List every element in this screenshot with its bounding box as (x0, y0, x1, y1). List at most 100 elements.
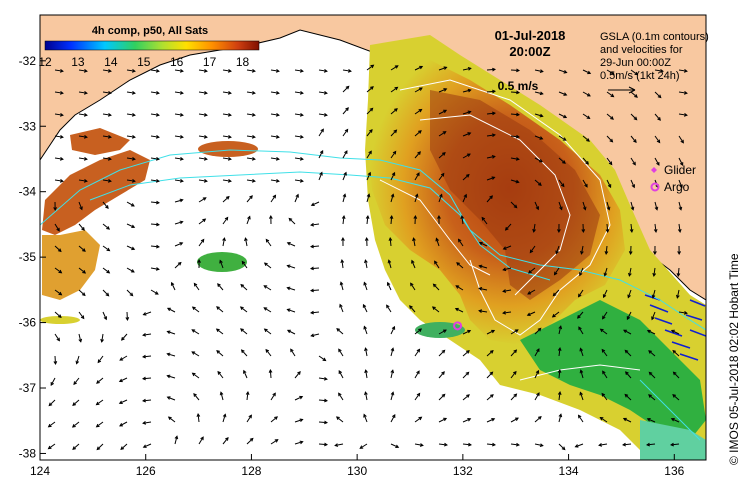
velocity-arrow (534, 91, 543, 95)
velocity-arrow (534, 69, 543, 73)
velocity-arrowhead (634, 71, 639, 76)
velocity-arrowhead (386, 281, 391, 286)
velocity-arrowhead (286, 308, 291, 312)
velocity-arrowhead (434, 260, 438, 265)
velocity-arrowhead (97, 359, 102, 364)
velocity-arrowhead (576, 314, 581, 319)
velocity-arrow (552, 311, 560, 318)
velocity-arrow (389, 237, 392, 247)
velocity-arrow (54, 91, 63, 94)
velocity-arrowhead (200, 436, 204, 441)
velocity-arrowhead (394, 86, 399, 91)
velocity-arrowhead (216, 306, 220, 310)
velocity-arrow (678, 311, 687, 314)
velocity-arrowhead (249, 195, 253, 199)
velocity-arrowhead (154, 291, 159, 295)
velocity-arrow (503, 267, 512, 271)
velocity-arrow (510, 417, 519, 423)
velocity-arrow (270, 195, 276, 203)
velocity-arrow (503, 311, 512, 314)
velocity-arrow (270, 392, 276, 401)
velocity-arrowhead (155, 244, 160, 249)
velocity-arrow (624, 350, 632, 357)
velocity-arrow (318, 421, 328, 424)
velocity-arrow (294, 396, 303, 401)
velocity-arrow (601, 349, 608, 357)
velocity-arrow (126, 201, 135, 207)
velocity-arrowhead (607, 184, 612, 189)
velocity-arrow (527, 311, 536, 316)
velocity-arrow (342, 150, 348, 159)
velocity-arrow (217, 283, 224, 291)
velocity-arrow (654, 135, 661, 143)
velocity-arrow (246, 415, 252, 423)
velocity-arrowhead (412, 237, 416, 242)
velocity-arrow (342, 129, 349, 137)
velocity-arrowhead (624, 371, 629, 376)
velocity-arrow (294, 135, 303, 138)
velocity-arrow (582, 157, 589, 165)
velocity-arrowhead (537, 327, 542, 332)
velocity-arrow (150, 289, 159, 295)
velocity-arrow (534, 201, 539, 210)
velocity-arrowhead (339, 281, 344, 286)
velocity-arrowhead (551, 313, 556, 318)
velocity-arrow (411, 260, 416, 269)
velocity-arrow (126, 91, 135, 94)
velocity-arrow (287, 329, 296, 335)
velocity-arrow (388, 260, 392, 269)
velocity-arrowhead (83, 178, 88, 183)
velocity-arrowhead (467, 329, 472, 334)
velocity-arrow (580, 348, 584, 357)
velocity-arrowhead (390, 347, 395, 352)
velocity-arrowhead (83, 68, 88, 73)
velocity-arrow (73, 377, 80, 385)
velocity-arrow (240, 284, 248, 291)
velocity-arrow (558, 157, 566, 164)
velocity-arrowhead (478, 264, 483, 269)
velocity-arrow (578, 415, 584, 423)
sst-hot-core (430, 90, 600, 300)
velocity-arrowhead (299, 178, 304, 183)
velocity-arrow (606, 113, 614, 120)
velocity-arrow (265, 239, 272, 247)
velocity-arrowhead (560, 183, 565, 188)
velocity-arrow (510, 329, 519, 335)
velocity-arrowhead (467, 66, 472, 71)
velocity-arrow (198, 179, 207, 182)
velocity-arrowhead (466, 394, 470, 398)
velocity-arrow (555, 245, 560, 254)
velocity-arrowhead (155, 156, 160, 161)
velocity-arrow (54, 245, 62, 252)
velocity-arrowhead (142, 312, 147, 316)
velocity-arrowhead (335, 416, 340, 420)
velocity-arrowhead (580, 250, 584, 255)
velocity-arrow (390, 194, 394, 203)
velocity-arrowhead (96, 446, 101, 451)
velocity-arrow (246, 113, 255, 116)
velocity-arrow (222, 437, 229, 445)
velocity-arrow (606, 69, 615, 75)
velocity-arrowhead (527, 291, 532, 295)
velocity-arrowhead (341, 236, 345, 241)
velocity-arrowhead (633, 139, 637, 144)
velocity-arrowhead (478, 287, 483, 291)
velocity-arrow (222, 179, 231, 182)
velocity-arrow (143, 311, 152, 316)
y-tick-label: -36 (19, 316, 37, 330)
velocity-arrow (510, 201, 518, 208)
velocity-arrowhead (478, 309, 483, 313)
date-label: 01-Jul-2018 (495, 28, 566, 43)
velocity-arrowhead (322, 357, 327, 362)
velocity-arrowhead (142, 354, 147, 359)
velocity-arrowhead (105, 292, 110, 297)
velocity-arrowhead (577, 293, 582, 298)
velocity-arrow (198, 113, 207, 116)
velocity-arrow (582, 201, 586, 210)
velocity-arrow (503, 245, 512, 250)
velocity-arrowhead (646, 442, 651, 447)
velocity-arrowhead (249, 437, 254, 442)
velocity-arrow (78, 157, 87, 160)
velocity-arrow (654, 157, 660, 166)
